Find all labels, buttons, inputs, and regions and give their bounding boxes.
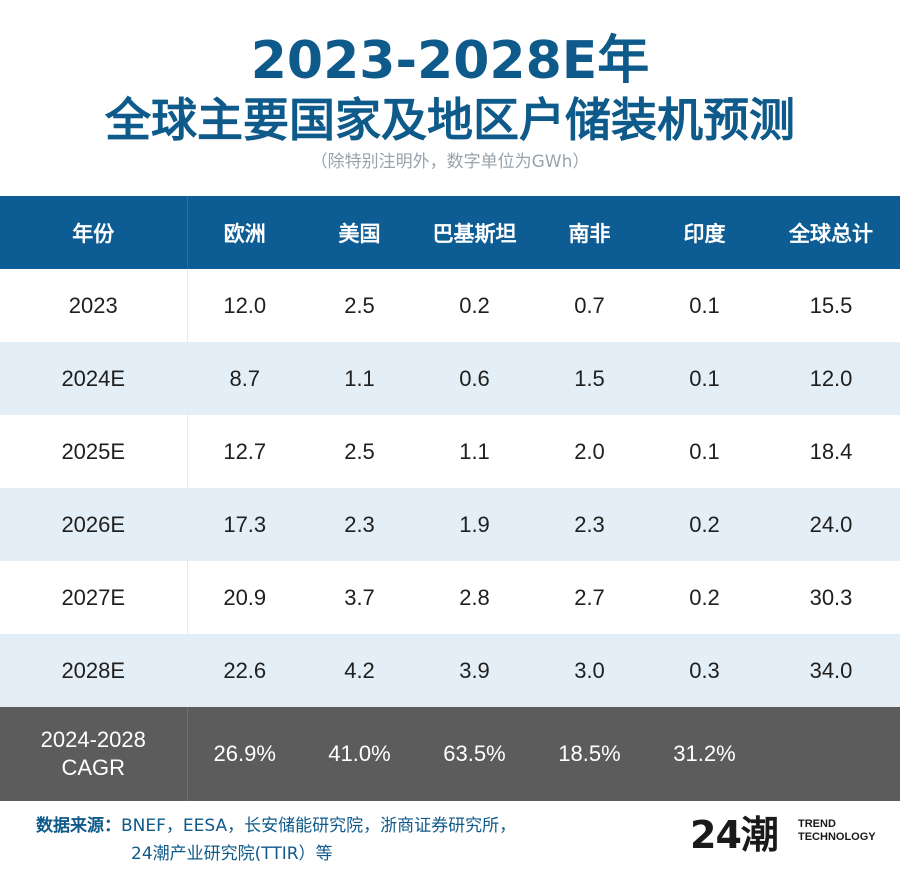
table-cell: 34.0 bbox=[762, 634, 900, 707]
table-cell: 0.3 bbox=[647, 634, 762, 707]
table-cell: 0.2 bbox=[647, 561, 762, 634]
header-global-total: 全球总计 bbox=[762, 196, 900, 269]
table-row: 2026E 17.3 2.3 1.9 2.3 0.2 24.0 bbox=[0, 488, 900, 561]
logo-text-line2: TECHNOLOGY bbox=[798, 831, 876, 843]
table-cell: 12.0 bbox=[187, 269, 302, 342]
cagr-cell bbox=[762, 707, 900, 801]
table-row: 2024E 8.7 1.1 0.6 1.5 0.1 12.0 bbox=[0, 342, 900, 415]
table-cell: 24.0 bbox=[762, 488, 900, 561]
table-cell: 0.1 bbox=[647, 342, 762, 415]
table-cell: 3.9 bbox=[417, 634, 532, 707]
table-cell: 0.7 bbox=[532, 269, 647, 342]
table-cell: 20.9 bbox=[187, 561, 302, 634]
table-cell: 0.6 bbox=[417, 342, 532, 415]
unit-note: （除特别注明外，数字单位为GWh） bbox=[310, 152, 590, 172]
forecast-table: 年份 欧洲 美国 巴基斯坦 南非 印度 全球总计 2023 12.0 2.5 0… bbox=[0, 196, 900, 801]
logo-mark: 24潮 bbox=[690, 813, 779, 857]
cagr-cell: 63.5% bbox=[417, 707, 532, 801]
table-cell: 18.4 bbox=[762, 415, 900, 488]
table-cell: 0.2 bbox=[647, 488, 762, 561]
header-india: 印度 bbox=[647, 196, 762, 269]
cagr-cell: 18.5% bbox=[532, 707, 647, 801]
table-cell: 1.9 bbox=[417, 488, 532, 561]
table-cell: 2.3 bbox=[302, 488, 417, 561]
header-europe: 欧洲 bbox=[187, 196, 302, 269]
table-cell: 2.3 bbox=[532, 488, 647, 561]
header-pakistan: 巴基斯坦 bbox=[417, 196, 532, 269]
source-label: 数据来源： bbox=[36, 816, 121, 836]
table-cell: 1.1 bbox=[417, 415, 532, 488]
cell-year: 2027E bbox=[0, 561, 188, 634]
table-cell: 22.6 bbox=[187, 634, 302, 707]
table-cell: 0.1 bbox=[647, 415, 762, 488]
table-cell: 3.0 bbox=[532, 634, 647, 707]
table-row: 2025E 12.7 2.5 1.1 2.0 0.1 18.4 bbox=[0, 415, 900, 488]
table-row: 2023 12.0 2.5 0.2 0.7 0.1 15.5 bbox=[0, 269, 900, 342]
table-row: 2028E 22.6 4.2 3.9 3.0 0.3 34.0 bbox=[0, 634, 900, 707]
table-cell: 2.8 bbox=[417, 561, 532, 634]
table-cell: 2.5 bbox=[302, 269, 417, 342]
source-line1: BNEF，EESA，长安储能研究院，浙商证券研究所， bbox=[121, 816, 517, 836]
table-cell: 2.7 bbox=[532, 561, 647, 634]
cagr-label: 2024-2028 CAGR bbox=[0, 707, 188, 801]
table-cell: 1.5 bbox=[532, 342, 647, 415]
logo-text: TREND TECHNOLOGY bbox=[798, 818, 876, 844]
header-year: 年份 bbox=[0, 196, 188, 269]
table-row: 2027E 20.9 3.7 2.8 2.7 0.2 30.3 bbox=[0, 561, 900, 634]
table-cell: 0.1 bbox=[647, 269, 762, 342]
cagr-cell: 26.9% bbox=[187, 707, 302, 801]
header-usa: 美国 bbox=[302, 196, 417, 269]
header-south-africa: 南非 bbox=[532, 196, 647, 269]
cell-year: 2024E bbox=[0, 342, 188, 415]
logo-text-line1: TREND bbox=[798, 818, 836, 830]
table-cell: 30.3 bbox=[762, 561, 900, 634]
table-cell: 3.7 bbox=[302, 561, 417, 634]
table-cell: 1.1 bbox=[302, 342, 417, 415]
cell-year: 2023 bbox=[0, 269, 188, 342]
table-cell: 12.7 bbox=[187, 415, 302, 488]
source-line2: 24潮产业研究院(TTIR）等 bbox=[131, 844, 333, 864]
table-cell: 2.0 bbox=[532, 415, 647, 488]
table-cell: 4.2 bbox=[302, 634, 417, 707]
cagr-cell: 31.2% bbox=[647, 707, 762, 801]
cell-year: 2026E bbox=[0, 488, 188, 561]
table-cell: 17.3 bbox=[187, 488, 302, 561]
table-header-row: 年份 欧洲 美国 巴基斯坦 南非 印度 全球总计 bbox=[0, 196, 900, 269]
cell-year: 2025E bbox=[0, 415, 188, 488]
cell-year: 2028E bbox=[0, 634, 188, 707]
table-cell: 15.5 bbox=[762, 269, 900, 342]
table-cell: 8.7 bbox=[187, 342, 302, 415]
table-cell: 2.5 bbox=[302, 415, 417, 488]
data-source-note: 数据来源：BNEF，EESA，长安储能研究院，浙商证券研究所， 24潮产业研究院… bbox=[36, 812, 636, 868]
cagr-label-line1: 2024-2028 bbox=[40, 727, 146, 752]
cagr-label-line2: CAGR bbox=[61, 755, 126, 780]
cagr-cell: 41.0% bbox=[302, 707, 417, 801]
table-cell: 0.2 bbox=[417, 269, 532, 342]
cagr-row: 2024-2028 CAGR 26.9% 41.0% 63.5% 18.5% 3… bbox=[0, 707, 900, 801]
brand-logo: 24潮 TREND TECHNOLOGY bbox=[690, 808, 890, 868]
chart-title-line2: 全球主要国家及地区户储装机预测 bbox=[105, 93, 795, 147]
chart-title-line1: 2023-2028E年 bbox=[250, 31, 650, 91]
table-cell: 12.0 bbox=[762, 342, 900, 415]
